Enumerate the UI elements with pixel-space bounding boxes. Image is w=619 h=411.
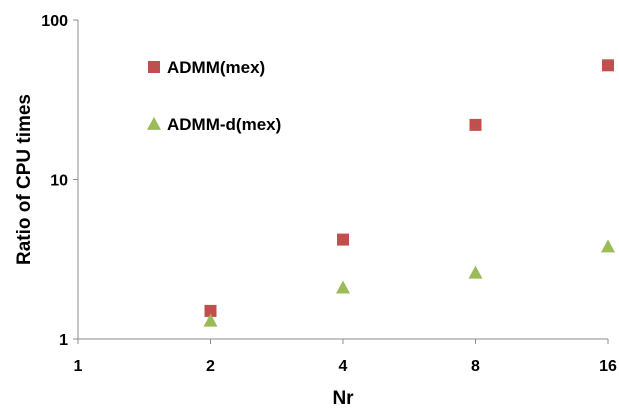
admm-mex-point: [337, 233, 349, 246]
legend: ADMM(mex) ADMM-d(mex): [147, 58, 281, 134]
x-tick-labels: 1 2 4 8 16: [74, 358, 617, 375]
admm-mex-point: [204, 304, 217, 317]
y-tick-label: 100: [41, 13, 68, 30]
admm-mex-point: [469, 118, 482, 131]
legend-label: ADMM-d(mex): [167, 115, 281, 134]
admm-d-mex-point: [336, 280, 350, 294]
legend-square-marker: [148, 61, 160, 73]
admm-mex-point: [602, 59, 614, 72]
data-points: [203, 59, 615, 327]
x-axis-title: Nr: [332, 388, 354, 409]
x-tick-label: 4: [339, 358, 348, 375]
y-tick-label: 1: [59, 332, 68, 349]
admm-d-mex-point: [468, 265, 483, 279]
axes: [73, 19, 609, 344]
admm-d-mex-point: [203, 313, 218, 327]
x-tick-label: 16: [599, 358, 617, 375]
legend-triangle-marker: [147, 116, 161, 130]
legend-label: ADMM(mex): [167, 58, 265, 77]
x-tick-label: 2: [206, 358, 215, 375]
y-tick-labels: 1 10 100: [41, 13, 68, 349]
x-tick-label: 8: [471, 358, 480, 375]
y-tick-label: 10: [50, 173, 68, 190]
admm-d-mex-point: [601, 239, 615, 253]
x-tick-label: 1: [74, 358, 83, 375]
y-axis-title: Ratio of CPU times: [14, 94, 35, 265]
